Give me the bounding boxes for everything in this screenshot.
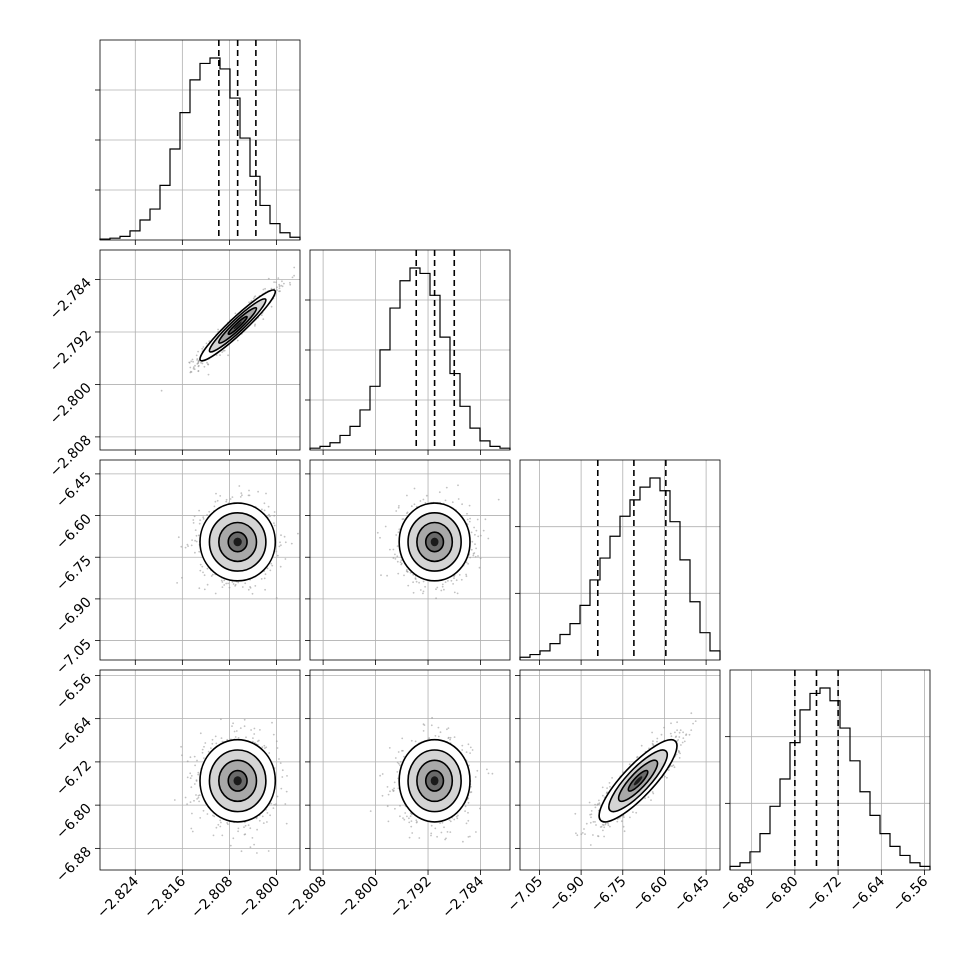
contour-line [199, 289, 277, 362]
density-band [233, 321, 242, 330]
panel-p3-p2 [520, 670, 720, 870]
hist-frame-p1 [309, 249, 511, 451]
x-tick-label-p1: −2.808 [282, 874, 330, 922]
x-tick-label-p0: −2.800 [235, 874, 283, 922]
y-tick-label-p3: −6.56 [53, 671, 95, 713]
y-tick-label-p1: −2.792 [47, 327, 95, 375]
panel-p2-p0 [100, 460, 300, 660]
contour-line [208, 511, 267, 572]
y-tick-label-p2: −6.90 [53, 594, 95, 636]
contour-line [218, 521, 258, 563]
histogram-p1 [305, 250, 511, 450]
y-tick-label-p2: −6.75 [53, 553, 95, 595]
contour-line [424, 769, 445, 792]
density-band [430, 537, 439, 547]
contour-line [208, 749, 267, 813]
histogram-p0 [95, 40, 301, 240]
x-tick-label-p2: −6.45 [671, 874, 713, 916]
y-tick-label-p3: −6.64 [53, 714, 95, 756]
hist-steps-p2 [519, 477, 721, 660]
x-tick-label-p1: −2.792 [387, 874, 435, 922]
hist-frame-p3 [729, 669, 931, 871]
contour-line [617, 759, 659, 803]
y-tick-label-p2: −6.60 [53, 511, 95, 553]
x-tick-label-p3: −6.64 [847, 873, 889, 915]
contour-line [598, 738, 678, 823]
contour-line [199, 502, 277, 582]
contour-line [424, 531, 445, 553]
density-band [233, 537, 242, 547]
x-tick-label-p1: −2.784 [439, 873, 487, 921]
x-tick-label-p2: −7.05 [505, 874, 547, 916]
contour-line [398, 738, 471, 823]
y-tick-label-p1: −2.800 [47, 380, 95, 428]
y-tick-label-p3: −6.88 [53, 844, 95, 886]
x-tick-label-p3: −6.72 [803, 874, 845, 916]
hist-steps-p1 [309, 267, 511, 450]
panel-p2-p1 [310, 460, 510, 660]
contour-line [608, 749, 669, 813]
contour-line [208, 298, 267, 353]
contour-line [199, 738, 277, 823]
panel-frame [519, 669, 721, 871]
panel-p3-p0 [100, 670, 300, 870]
density-band [233, 776, 242, 786]
y-tick-label-p3: −6.80 [53, 801, 95, 843]
contour-line [407, 749, 462, 813]
contour-line [227, 315, 248, 336]
x-tick-label-p3: −6.56 [890, 873, 932, 915]
panel-p1-p0 [100, 250, 300, 450]
hist-frame-p2 [519, 459, 721, 661]
contour-line [398, 502, 471, 582]
contour-line [227, 531, 248, 553]
x-tick-label-p1: −2.800 [334, 874, 382, 922]
contour-line [627, 769, 649, 792]
contour-line [416, 521, 454, 563]
contour-line [218, 306, 258, 344]
hist-frame-p0 [99, 39, 301, 241]
x-tick-label-p2: −6.60 [630, 874, 672, 916]
contour-line [218, 759, 258, 803]
y-tick-label-p1: −2.808 [47, 432, 95, 480]
x-tick-label-p3: −6.88 [717, 874, 759, 916]
panel-frame [309, 669, 511, 871]
contour-line [227, 769, 248, 792]
x-tick-label-p2: −6.75 [588, 874, 630, 916]
y-tick-label-p3: −6.72 [53, 757, 95, 799]
x-tick-label-p0: −2.808 [188, 874, 236, 922]
panel-frame [99, 249, 301, 451]
contour-line [416, 759, 454, 803]
x-tick-label-p0: −2.824 [94, 873, 142, 921]
x-tick-label-p3: −6.80 [760, 874, 802, 916]
hist-steps-p3 [729, 687, 931, 870]
panel-p3-p1 [310, 670, 510, 870]
density-band [633, 776, 643, 786]
panel-frame [99, 459, 301, 661]
panel-frame [309, 459, 511, 661]
x-tick-label-p2: −6.90 [546, 874, 588, 916]
contour-line [407, 511, 462, 572]
x-tick-label-p0: −2.816 [141, 873, 189, 921]
histogram-p3 [725, 670, 931, 870]
y-tick-label-p1: −2.784 [47, 275, 95, 323]
hist-steps-p0 [99, 57, 301, 240]
histogram-p2 [515, 460, 721, 660]
density-band [430, 776, 439, 786]
y-tick-label-p2: −7.05 [53, 636, 95, 678]
panel-frame [99, 669, 301, 871]
